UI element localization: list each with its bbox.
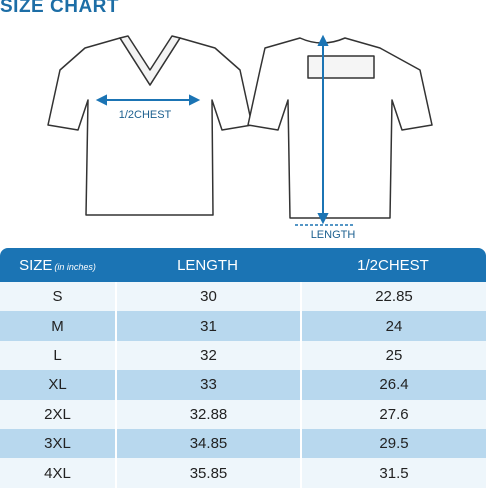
- chest-arrowheads: [95, 94, 201, 106]
- table-body: S 30 22.85 M 31 24 L 32 25 XL 33 26.4 2XL 32.88 27.6 3X…: [0, 282, 486, 488]
- table-row: L 32 25: [0, 340, 486, 371]
- title: SIZE CHART: [0, 0, 119, 17]
- table-cell: L: [53, 346, 62, 364]
- table-cell: 32.88: [115, 399, 300, 429]
- table-cell: 29.5: [300, 428, 486, 459]
- table-cell: 33: [115, 370, 300, 400]
- table-cell: XL: [48, 376, 67, 394]
- table-cell: S: [52, 288, 63, 306]
- table-cell: 4XL: [44, 464, 71, 482]
- back-shirt: [247, 37, 433, 219]
- table-row: M 31 24: [0, 311, 486, 341]
- table-cell: 2XL: [44, 405, 71, 423]
- shirt-diagram: 1/2CHEST LENGTH: [47, 34, 433, 241]
- size-table: SIZE (in inches) LENGTH 1/2CHEST S 30 22.85…: [0, 248, 486, 488]
- front-shirt: [47, 37, 253, 216]
- table-cell: 22.85: [300, 282, 486, 312]
- table-row: S 30 22.85: [0, 282, 486, 312]
- table-row: 3XL 34.85 29.5: [0, 428, 486, 459]
- table-cell: 26.4: [300, 370, 486, 400]
- table-cell: M: [51, 317, 64, 335]
- table-row: 4XL 35.85 31.5: [0, 458, 486, 488]
- table-cell: 30: [115, 282, 300, 312]
- table-row: XL 33 26.4: [0, 370, 486, 400]
- table-row: 2XL 32.88 27.6: [0, 399, 486, 429]
- table-header: SIZE (in inches) LENGTH 1/2CHEST: [0, 248, 486, 282]
- header-cell: 1/2CHEST: [357, 256, 429, 274]
- chest-label: 1/2CHEST: [119, 109, 172, 121]
- table-cell: 27.6: [300, 399, 486, 429]
- table-cell: 35.85: [115, 458, 300, 488]
- table-cell: 24: [300, 311, 486, 341]
- table-cell: 3XL: [44, 435, 71, 453]
- front-collar: [119, 35, 181, 86]
- length-label: LENGTH: [311, 229, 356, 241]
- table-cell: 32: [115, 340, 300, 371]
- table-cell: 34.85: [115, 428, 300, 459]
- unit-note: (in inches): [54, 261, 96, 272]
- table-cell: 25: [300, 340, 486, 371]
- back-patch: [307, 55, 375, 79]
- header-cell: SIZE (in inches): [0, 257, 115, 274]
- table-cell: 31.5: [300, 458, 486, 488]
- length-arrowheads: [317, 34, 329, 225]
- header-text: SIZE: [19, 256, 53, 274]
- table-cell: 31: [115, 311, 300, 341]
- header-cell: LENGTH: [177, 256, 238, 274]
